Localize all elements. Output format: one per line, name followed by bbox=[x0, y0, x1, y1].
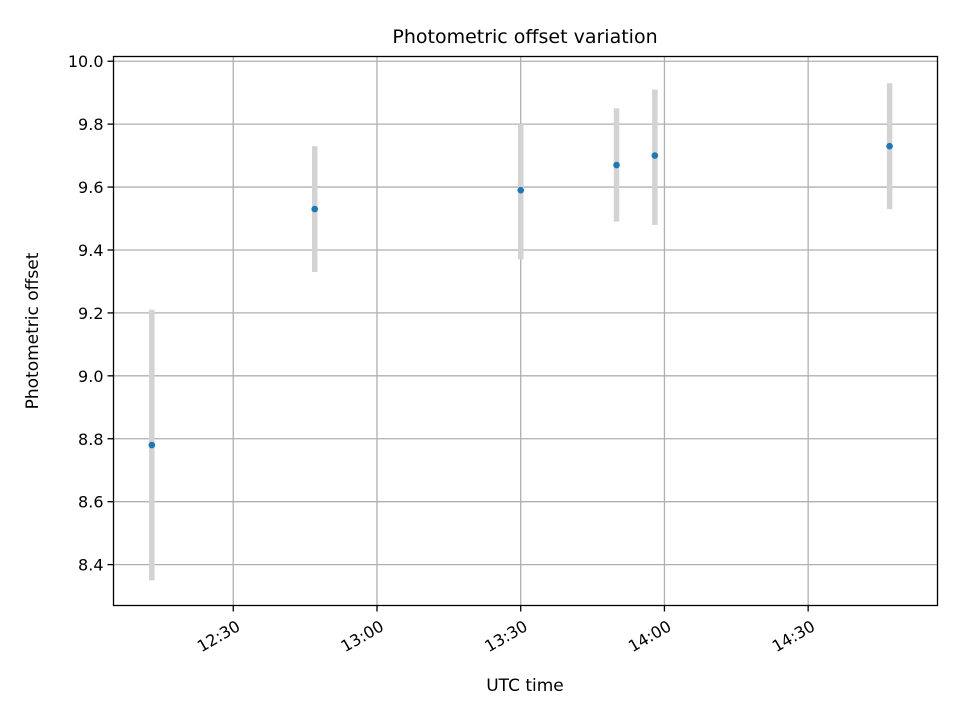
y-tick-label: 8.8 bbox=[78, 430, 103, 449]
y-tick-label: 9.0 bbox=[78, 367, 103, 386]
x-axis-label: UTC time bbox=[486, 676, 564, 696]
y-tick-label: 9.2 bbox=[78, 304, 103, 323]
data-point bbox=[517, 186, 525, 194]
y-tick-label: 9.6 bbox=[78, 178, 103, 197]
data-points bbox=[148, 142, 893, 449]
y-axis-ticks: 8.4 8.6 8.8 9.0 9.2 9.4 9.6 9.8 10.0 bbox=[68, 52, 114, 575]
y-tick-label: 9.4 bbox=[78, 241, 103, 260]
chart-title: Photometric offset variation bbox=[392, 26, 657, 48]
y-axis-label: Photometric offset bbox=[23, 252, 43, 409]
data-point bbox=[886, 142, 893, 150]
data-point bbox=[613, 161, 620, 169]
y-tick-label: 10.0 bbox=[68, 52, 104, 71]
plot-frame bbox=[112, 55, 939, 607]
data-point bbox=[651, 152, 659, 159]
y-tick-label: 8.4 bbox=[78, 556, 103, 575]
y-tick-label: 8.6 bbox=[78, 493, 103, 512]
y-tick-label: 9.8 bbox=[78, 115, 103, 134]
data-point bbox=[311, 205, 319, 213]
data-point bbox=[148, 441, 156, 449]
grid-lines bbox=[113, 56, 938, 606]
